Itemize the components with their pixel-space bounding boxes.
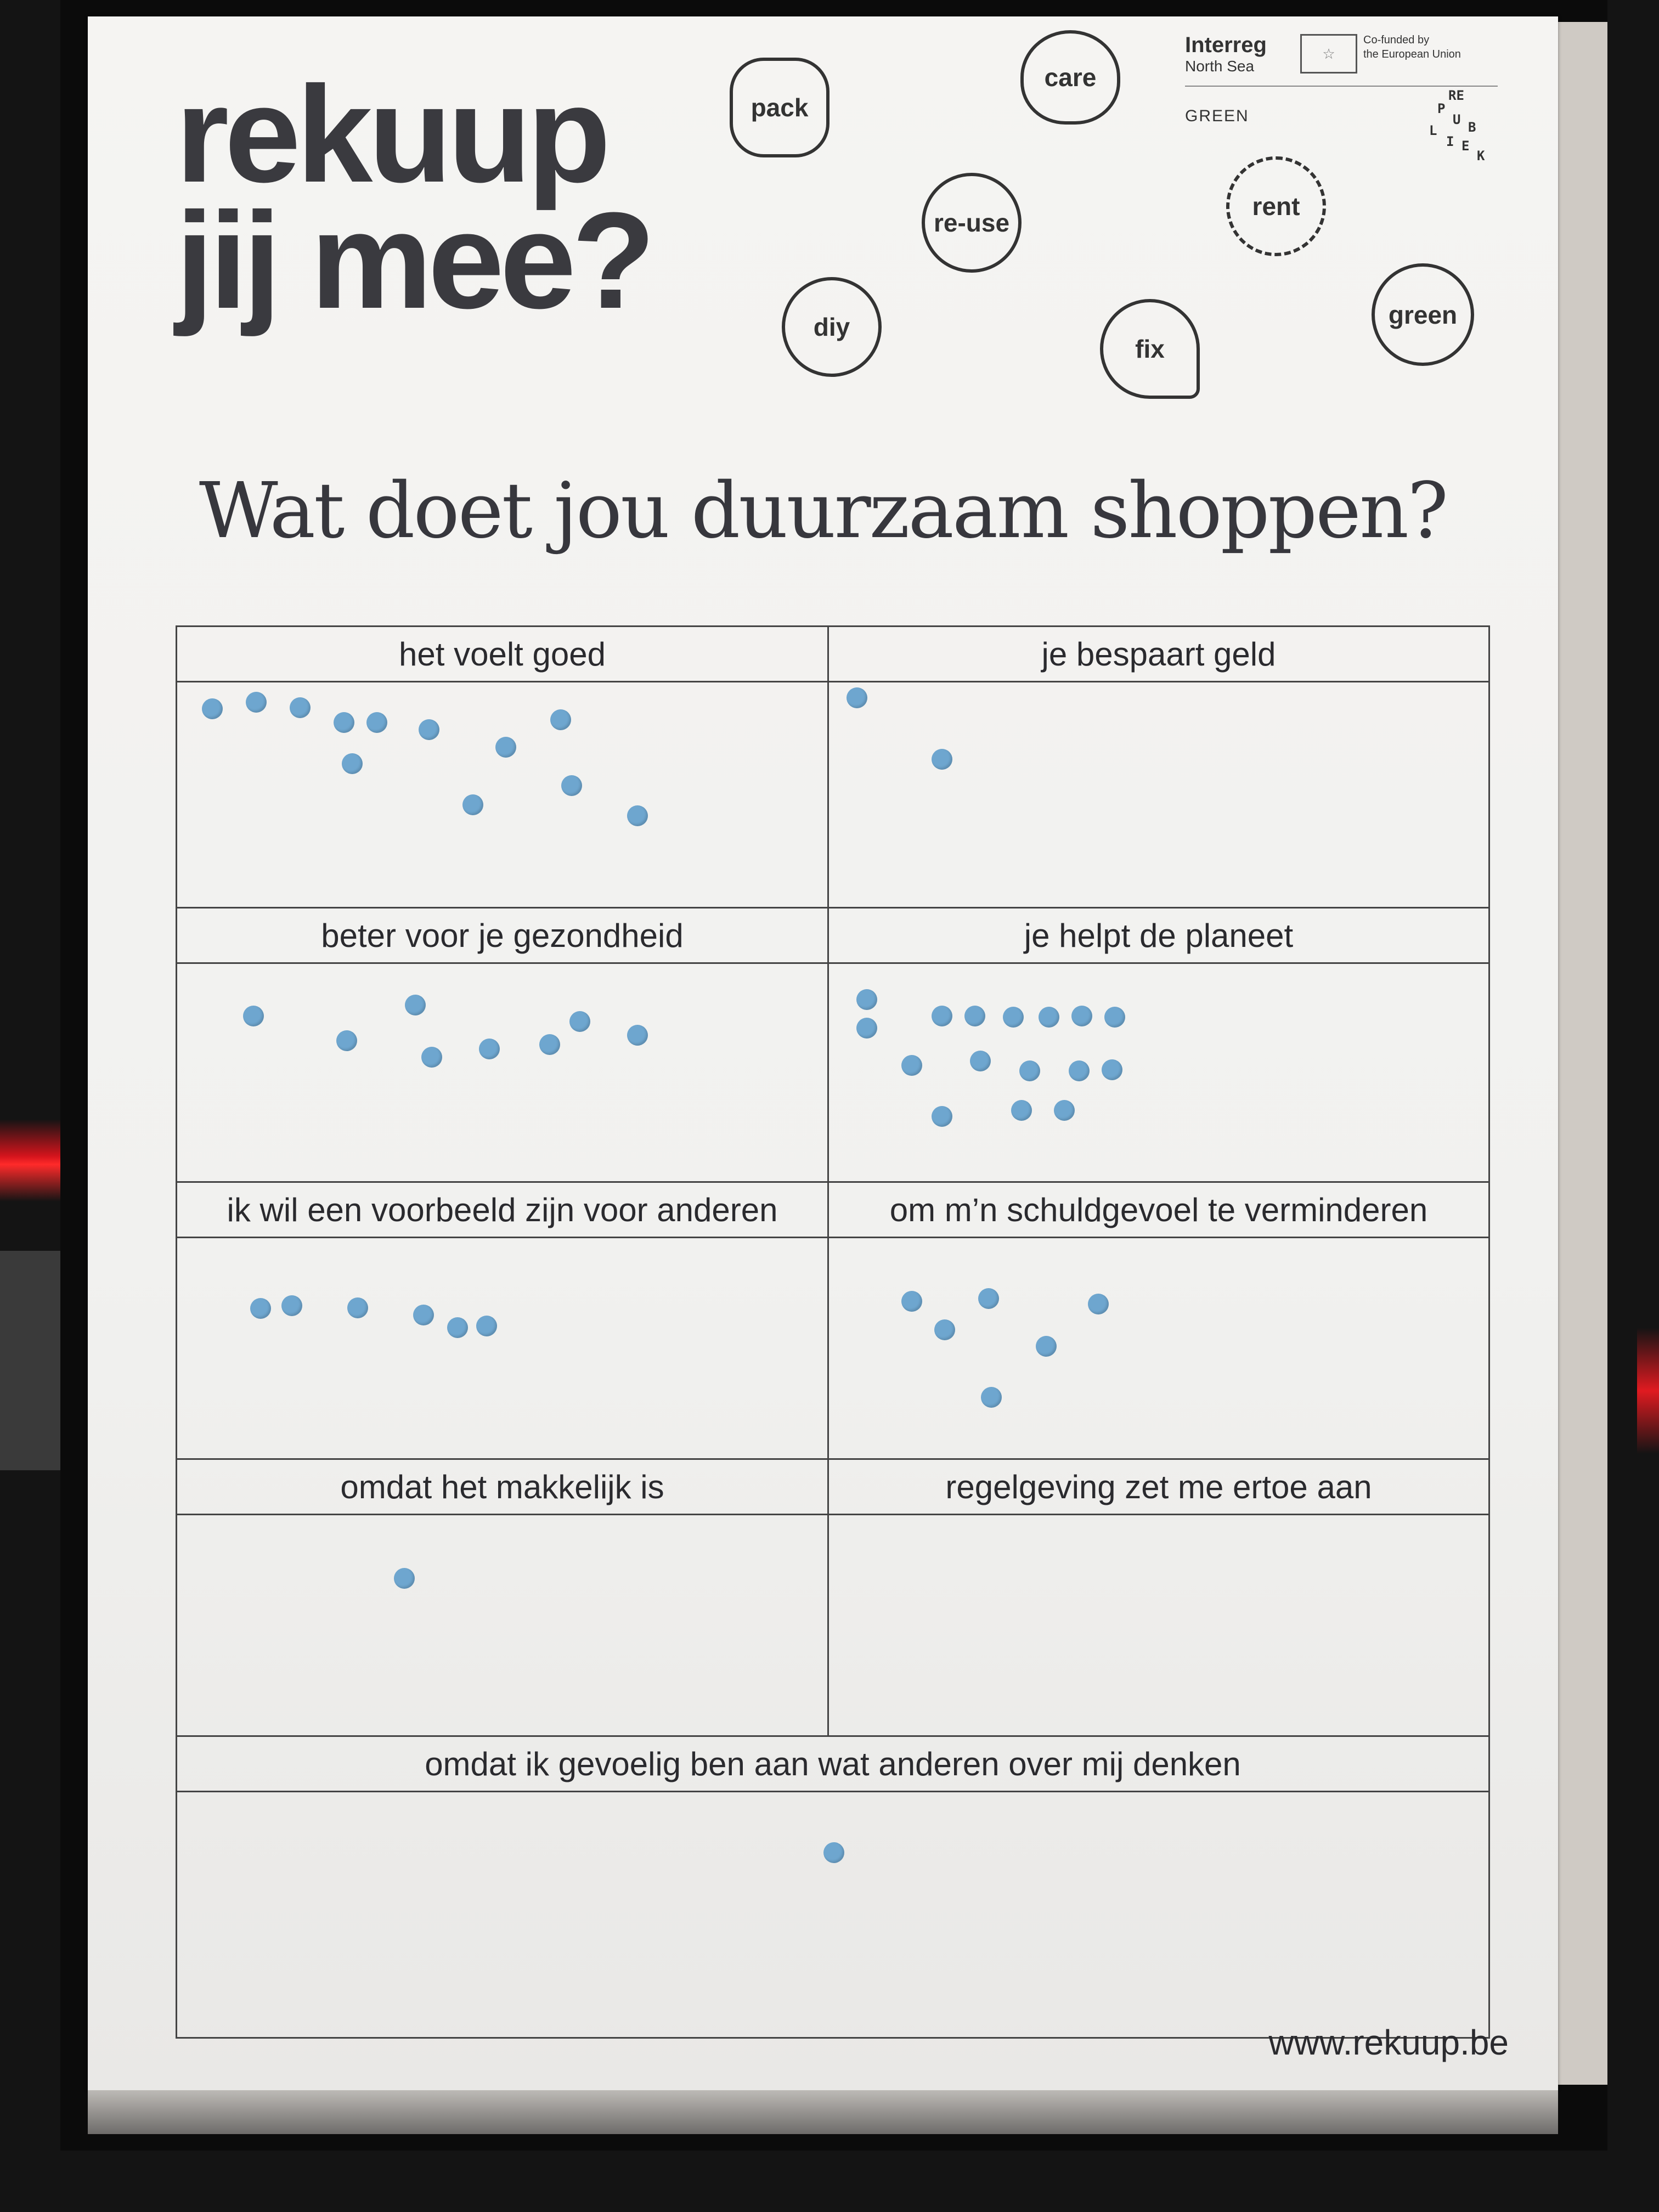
sticker-dot bbox=[932, 1106, 952, 1127]
sticker-dot bbox=[964, 1006, 985, 1026]
sticker-dot bbox=[421, 1047, 442, 1068]
sticker-dot bbox=[413, 1305, 434, 1325]
sticker-dot bbox=[934, 1319, 955, 1340]
sticker-dot bbox=[932, 1006, 952, 1026]
sticker-dot bbox=[462, 794, 483, 815]
cell-header: ik wil een voorbeeld zijn voor anderen bbox=[177, 1183, 827, 1238]
row-divider bbox=[177, 1181, 1488, 1183]
sticker-dot bbox=[981, 1387, 1002, 1408]
sticker-dot bbox=[970, 1051, 991, 1071]
cell-header: om m’n schuldgevoel te verminderen bbox=[829, 1183, 1488, 1238]
sticker-dot bbox=[1019, 1060, 1040, 1081]
sticker-dot bbox=[627, 1025, 648, 1046]
sticker-dot bbox=[1104, 1007, 1125, 1028]
sticker-dot bbox=[290, 697, 311, 718]
republiek-logo: RE P U B L I E K bbox=[1426, 88, 1503, 165]
sticker-dot bbox=[1036, 1336, 1057, 1357]
cell-header: je bespaart geld bbox=[829, 627, 1488, 682]
sticker-dot bbox=[1039, 1007, 1059, 1028]
interreg-subtitle: North Sea bbox=[1185, 58, 1255, 75]
response-grid: het voelt goed je bespaart geld beter vo… bbox=[176, 625, 1490, 2039]
eu-flag-icon: ☆ bbox=[1300, 34, 1357, 74]
logo-line-1: rekuup bbox=[176, 58, 611, 211]
republiek-letter: I bbox=[1446, 134, 1454, 149]
sticker-dot bbox=[342, 753, 363, 774]
red-light-right bbox=[1637, 1328, 1659, 1454]
sticker-dot bbox=[202, 698, 223, 719]
tag-re-use: re-use bbox=[922, 173, 1022, 273]
sticker-dot bbox=[394, 1568, 415, 1589]
sticker-dot bbox=[495, 737, 516, 758]
interreg-branding: Interreg North Sea ☆ Co-funded by the Eu… bbox=[1185, 33, 1498, 125]
sticker-dot bbox=[336, 1030, 357, 1051]
divider bbox=[1185, 86, 1498, 87]
sticker-dot bbox=[627, 805, 648, 826]
republiek-letters-re: RE bbox=[1448, 88, 1464, 103]
sticker-dot bbox=[569, 1011, 590, 1032]
tag-green: green bbox=[1372, 263, 1474, 366]
sticker-dot bbox=[901, 1291, 922, 1312]
tag-care: care bbox=[1020, 30, 1120, 125]
eu-cofunded-text: Co-funded by the European Union bbox=[1363, 33, 1461, 61]
sticker-dot bbox=[281, 1295, 302, 1316]
sticker-dot bbox=[366, 712, 387, 733]
sticker-dot bbox=[1003, 1007, 1024, 1028]
sticker-dot bbox=[847, 687, 867, 708]
sticker-dot bbox=[1069, 1060, 1090, 1081]
sticker-dot bbox=[243, 1006, 264, 1026]
rekuup-logo: rekuup jij mee? bbox=[176, 58, 656, 337]
sticker-dot bbox=[476, 1316, 497, 1336]
eu-text-line-2: the European Union bbox=[1363, 48, 1461, 60]
eu-text-line-1: Co-funded by bbox=[1363, 34, 1430, 46]
sticker-dot bbox=[856, 989, 877, 1010]
sticker-dot bbox=[561, 775, 582, 796]
sticker-dot bbox=[856, 1018, 877, 1039]
sticker-dot bbox=[1054, 1100, 1075, 1121]
sticker-dot bbox=[419, 719, 439, 740]
sticker-dot bbox=[246, 692, 267, 713]
tag-diy: diy bbox=[782, 277, 882, 377]
sticker-dot bbox=[1102, 1059, 1122, 1080]
cell-header: regelgeving zet me ertoe aan bbox=[829, 1460, 1488, 1515]
sticker-dot bbox=[978, 1288, 999, 1309]
row-divider bbox=[177, 1458, 1488, 1460]
republiek-letter: K bbox=[1477, 148, 1485, 163]
cell-header: het voelt goed bbox=[177, 627, 827, 682]
sticker-dot bbox=[932, 749, 952, 770]
republiek-letter: E bbox=[1462, 138, 1470, 154]
sticker-dot bbox=[539, 1034, 560, 1055]
sticker-dot bbox=[347, 1297, 368, 1318]
sticker-dot bbox=[250, 1298, 271, 1319]
row-divider bbox=[177, 1735, 1488, 1737]
sticker-dot bbox=[1088, 1294, 1109, 1314]
republiek-letter: B bbox=[1468, 120, 1476, 135]
cell-header: omdat ik gevoelig ben aan wat anderen ov… bbox=[177, 1737, 1488, 1792]
logo-line-2: jij mee? bbox=[176, 184, 656, 337]
website-url: www.rekuup.be bbox=[1268, 2023, 1509, 2062]
sticker-dot bbox=[405, 995, 426, 1015]
cell-header: omdat het makkelijk is bbox=[177, 1460, 827, 1515]
republiek-letter: U bbox=[1453, 112, 1461, 127]
row-divider bbox=[177, 907, 1488, 909]
sticker-dot bbox=[447, 1317, 468, 1338]
tag-pack: pack bbox=[730, 58, 830, 157]
sticker-dot bbox=[1011, 1100, 1032, 1121]
interreg-title: Interreg bbox=[1185, 33, 1267, 57]
republiek-letter: P bbox=[1437, 101, 1446, 116]
republiek-letter: L bbox=[1429, 123, 1437, 138]
tag-rent: rent bbox=[1226, 156, 1326, 256]
sticker-dot bbox=[823, 1842, 844, 1863]
poster-shadow bbox=[88, 2090, 1558, 2134]
main-question: Wat doet jou duurzaam shoppen? bbox=[199, 466, 1448, 556]
tag-fix: fix bbox=[1100, 299, 1200, 399]
poster: rekuup jij mee? pack care re-use rent di… bbox=[88, 16, 1558, 2134]
cell-header: beter voor je gezondheid bbox=[177, 909, 827, 964]
sticker-dot bbox=[334, 712, 354, 733]
sticker-dot bbox=[550, 709, 571, 730]
sticker-dot bbox=[479, 1039, 500, 1059]
green-project-label: GREEN bbox=[1185, 107, 1249, 125]
cell-header: je helpt de planeet bbox=[829, 909, 1488, 964]
sticker-dot bbox=[901, 1055, 922, 1076]
sticker-dot bbox=[1071, 1006, 1092, 1026]
